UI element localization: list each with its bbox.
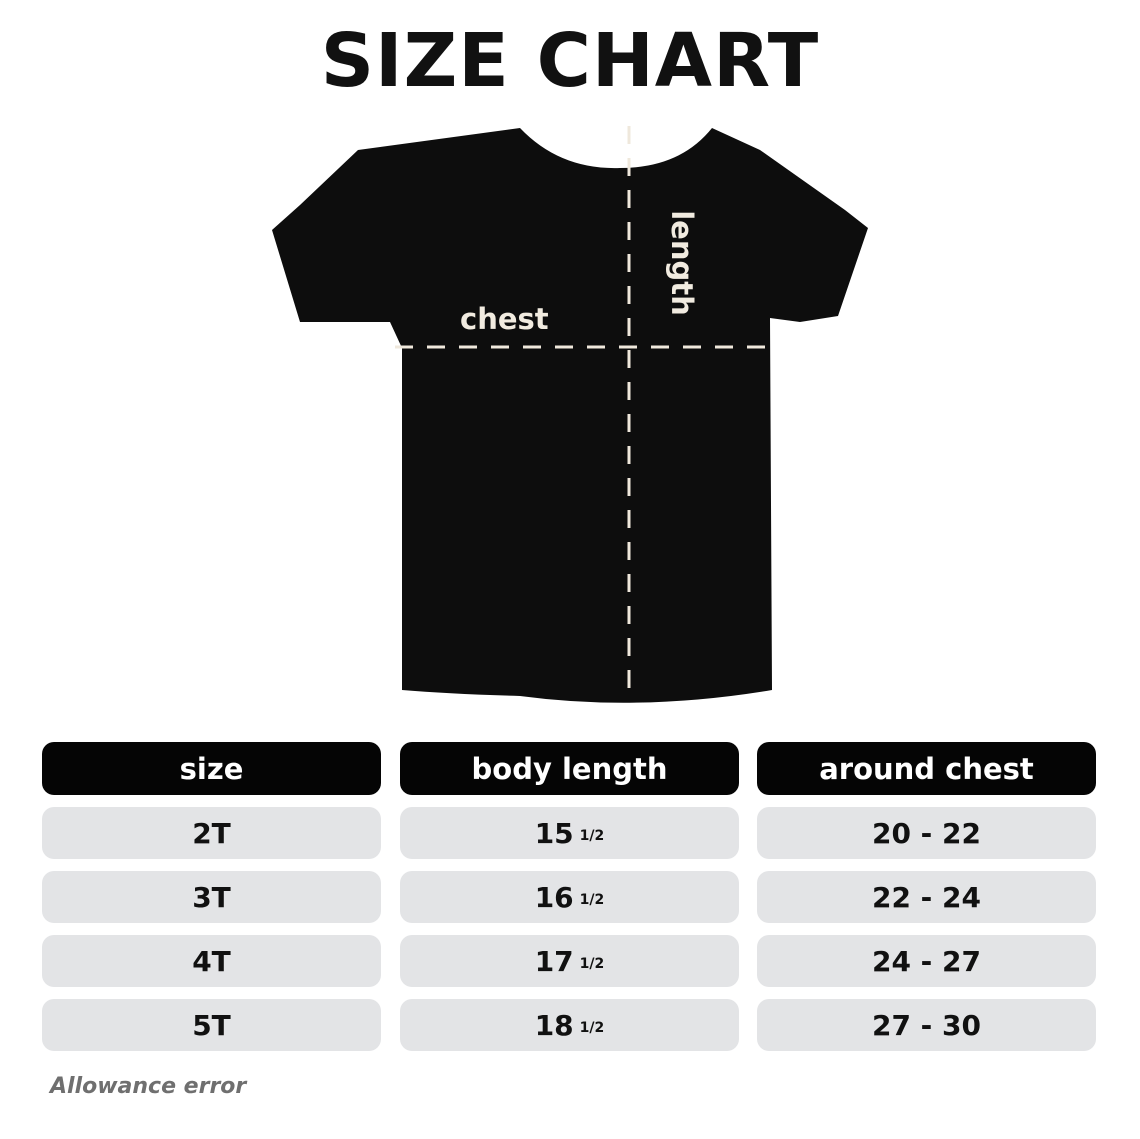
footer-note: Allowance error (50, 1074, 247, 1099)
body-length-value: 16 (534, 880, 574, 914)
cell-size: 4T (42, 935, 381, 987)
cell-around-chest: 24 - 27 (757, 935, 1096, 987)
header-around-chest: around chest (757, 742, 1096, 795)
cell-around-chest: 20 - 22 (757, 807, 1096, 859)
body-length-value: 17 (534, 944, 574, 978)
tshirt-illustration (272, 126, 868, 703)
body-length-value: 15 (534, 816, 574, 850)
cell-size: 5T (42, 999, 381, 1051)
header-size: size (42, 742, 381, 795)
cell-body-length: 18 1/2 (400, 999, 739, 1051)
body-length-fraction: 1/2 (579, 892, 605, 908)
cell-around-chest: 27 - 30 (757, 999, 1096, 1051)
cell-around-chest: 22 - 24 (757, 871, 1096, 923)
cell-body-length: 15 1/2 (400, 807, 739, 859)
tshirt-shape (272, 128, 868, 703)
body-length-value: 18 (534, 1008, 574, 1042)
body-length-fraction: 1/2 (579, 956, 605, 972)
cell-size: 2T (42, 807, 381, 859)
cell-body-length: 16 1/2 (400, 871, 739, 923)
length-label: length (665, 210, 699, 316)
body-length-fraction: 1/2 (579, 828, 605, 844)
chest-label: chest (460, 302, 549, 336)
body-length-fraction: 1/2 (579, 1020, 605, 1036)
cell-body-length: 17 1/2 (400, 935, 739, 987)
header-body-length: body length (400, 742, 739, 795)
cell-size: 3T (42, 871, 381, 923)
page-title: SIZE CHART (320, 18, 820, 104)
